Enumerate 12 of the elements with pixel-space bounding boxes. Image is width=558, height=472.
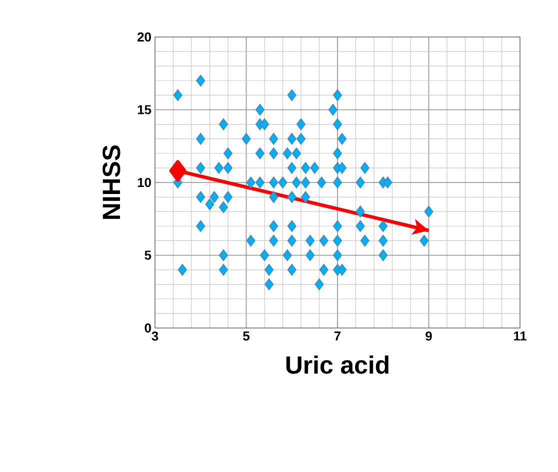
x-tick-label: 11 (514, 332, 526, 340)
y-tick-label: 0 (144, 323, 151, 333)
y-tick-label: 10 (138, 178, 151, 188)
x-tick-label: 3 (152, 332, 158, 341)
y-tick-label: 20 (138, 32, 151, 42)
x-tick-label: 7 (334, 332, 341, 340)
x-axis-title: Uric acid (286, 356, 388, 374)
x-tick-label: 5 (243, 332, 250, 341)
y-tick-label: 5 (144, 250, 152, 260)
y-tick-label: 15 (138, 105, 152, 114)
y-axis-title: NIHSS (102, 145, 120, 219)
x-tick-label: 9 (426, 332, 432, 341)
